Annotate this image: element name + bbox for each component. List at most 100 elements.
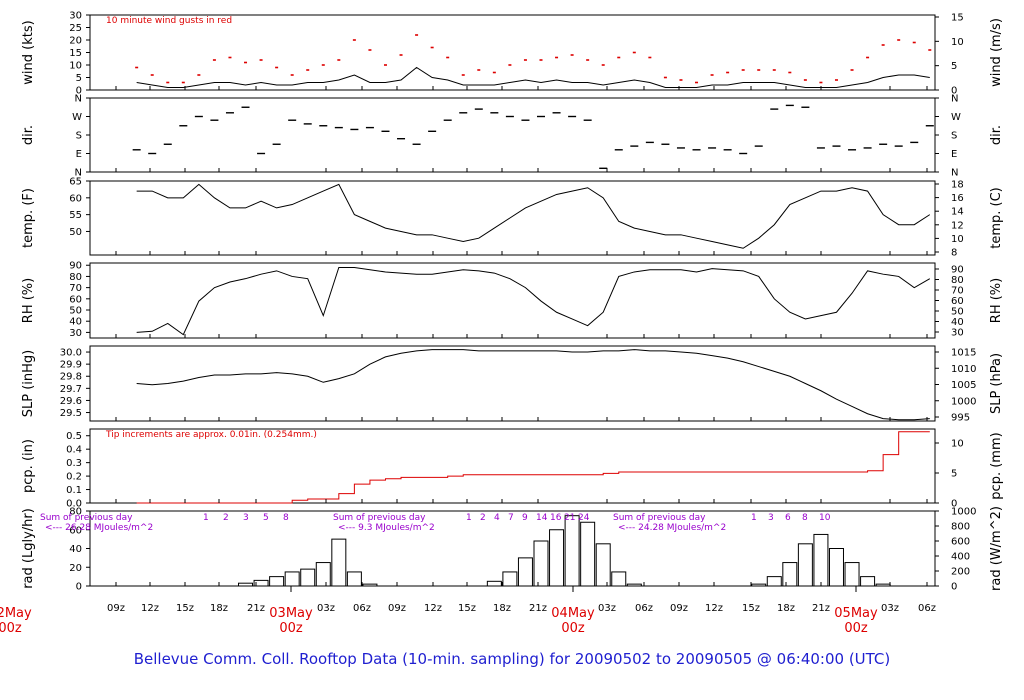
wind-dir-point — [801, 106, 810, 108]
radiation-bar — [611, 571, 627, 587]
radiation-bar — [253, 579, 269, 587]
meteogram: wind (kts) wind (m/s)051015202530051015di… — [0, 11, 1004, 637]
wind-gust-point — [679, 79, 683, 81]
xtick-label: 18z — [777, 603, 795, 614]
ytick-label-left: 0.3 — [66, 458, 82, 469]
ytick-label-right: 400 — [951, 552, 970, 563]
hour-marker-label: 9 — [522, 513, 528, 523]
panel-frame-2 — [89, 97, 936, 173]
hour-marker-label: 4 — [494, 513, 500, 523]
xtick-label: 06z — [353, 603, 371, 614]
ytick-label-left: 29.5 — [60, 408, 82, 419]
ytick-label-left: 29.8 — [60, 372, 82, 383]
ytick-label-right: 5 — [951, 61, 957, 72]
wind-dir-point — [365, 126, 374, 129]
xtick-label: 03z — [881, 603, 899, 614]
panel-frame-1 — [89, 14, 936, 91]
ytick-label-right: 0 — [951, 499, 957, 510]
wind-dir-point — [676, 147, 685, 149]
radiation-bar — [782, 562, 798, 587]
hour-marker-label: 1 — [751, 513, 757, 523]
ytick-label-right: 1010 — [951, 364, 976, 375]
ylabel-left-1: wind (kts) — [21, 20, 36, 84]
hour-marker-label: 3 — [243, 513, 249, 523]
wind-dir-point — [879, 143, 888, 145]
wind-gust-point — [601, 64, 605, 66]
sum-note-line2: <--- 24.28 MJoules/m^2 — [618, 523, 726, 533]
hour-marker-label: 1 — [203, 513, 209, 523]
ytick-label-right: 15 — [951, 13, 964, 24]
xtick-label: 15z — [458, 603, 476, 614]
wind-dir-point — [536, 115, 545, 118]
wind-dir-point — [334, 126, 343, 129]
ytick-label-left: 50 — [69, 306, 82, 317]
xtick-label: 12z — [424, 603, 442, 614]
ytick-label-left: 10 — [69, 61, 82, 72]
hour-marker-label: 10 — [819, 513, 831, 523]
wind-gust-point — [306, 69, 310, 71]
xtick-label: 09z — [388, 603, 406, 614]
ylabel-right-3: temp. (C) — [989, 187, 1004, 249]
day-label-time: 00z — [0, 621, 22, 636]
ytick-label-right: 1015 — [951, 348, 976, 359]
wind-dir-point — [381, 130, 390, 132]
wind-gust-point — [772, 69, 776, 71]
radiation-bar — [238, 582, 254, 587]
xtick-label: 09z — [670, 603, 688, 614]
ytick-label-left: 0.2 — [66, 472, 82, 483]
wind-gust-note: 10 minute wind gusts in red — [106, 16, 232, 26]
wind-dir-point — [132, 149, 141, 151]
ytick-label-right: 1000 — [951, 396, 976, 407]
wind-gust-point — [415, 34, 419, 36]
wind-dir-point — [210, 119, 219, 121]
wind-gust-point — [135, 66, 139, 69]
wind-dir-point — [661, 143, 670, 145]
ytick-label-right: 10 — [951, 439, 964, 450]
wind-gust-point — [741, 69, 745, 71]
radiation-bar — [517, 557, 533, 587]
precip-line — [136, 431, 930, 504]
wind-speed-line — [136, 66, 930, 88]
wind-dir-point — [257, 152, 266, 155]
sum-note-line2: <--- 26.28 MJoules/m^2 — [45, 523, 153, 533]
ytick-label-left: E — [76, 149, 82, 160]
hour-marker-label: 5 — [263, 513, 269, 523]
ytick-label-right: 40 — [951, 317, 964, 328]
ytick-label-left: 29.7 — [60, 384, 82, 395]
ytick-label-left: 20 — [69, 563, 82, 574]
wind-gust-point — [617, 56, 621, 59]
wind-dir-point — [148, 152, 157, 155]
panel-frame-3 — [89, 180, 936, 256]
ytick-label-right: N — [951, 168, 958, 179]
wind-dir-point — [521, 119, 530, 121]
wind-dir-point — [614, 149, 623, 151]
hour-marker-label: 14 — [536, 513, 548, 523]
wind-dir-point — [194, 115, 203, 118]
ytick-label-left: 30 — [69, 328, 82, 339]
wind-dir-point — [630, 145, 639, 147]
ytick-label-left: N — [75, 94, 82, 105]
ytick-label-left: 0 — [76, 86, 82, 97]
radiation-bar — [875, 583, 891, 587]
wind-gust-point — [834, 79, 838, 81]
wind-dir-point — [319, 125, 328, 127]
radiation-bar — [346, 571, 362, 587]
wind-gust-point — [555, 56, 559, 59]
xtick-label: 03z — [598, 603, 616, 614]
ytick-label-right: 5 — [951, 469, 957, 480]
radiation-bar — [813, 533, 829, 587]
ylabel-left-2: dir. — [21, 125, 36, 145]
wind-dir-point — [583, 119, 592, 121]
ytick-label-left: 29.9 — [60, 360, 82, 371]
wind-gust-point — [259, 59, 263, 61]
wind-gust-point — [586, 59, 590, 61]
wind-gust-point — [819, 81, 823, 84]
wind-gust-point — [912, 41, 916, 44]
wind-dir-point — [428, 130, 437, 132]
panel-frame-6 — [89, 428, 936, 504]
hour-marker-label: 24 — [578, 513, 590, 523]
wind-dir-point — [832, 145, 841, 147]
radiation-bar — [315, 562, 331, 587]
radiation-bar — [533, 540, 549, 587]
radiation-bar — [284, 571, 300, 587]
